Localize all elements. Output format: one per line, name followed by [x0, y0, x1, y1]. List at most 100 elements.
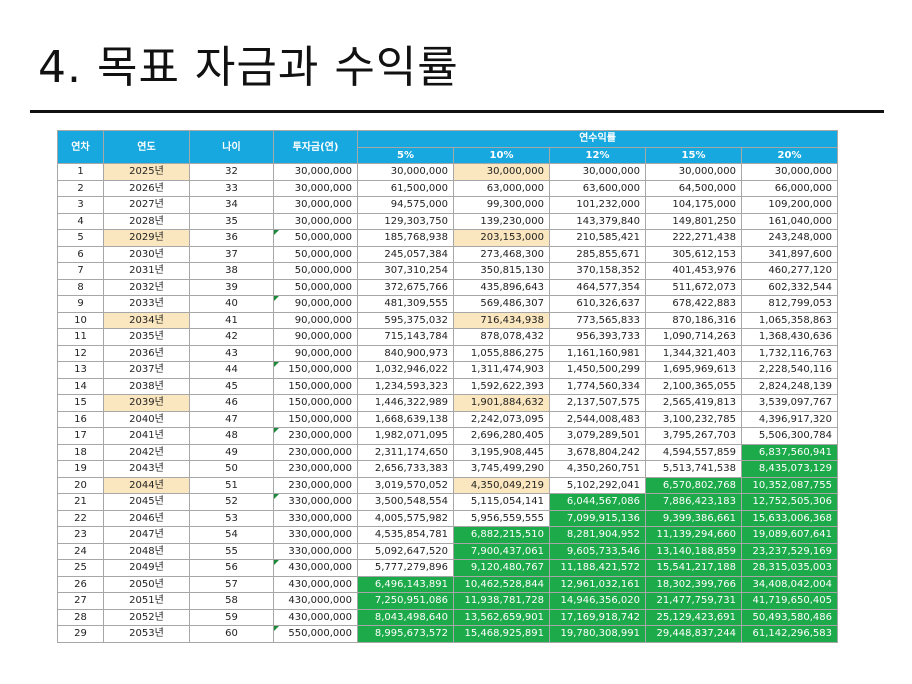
balance-cell: 129,303,750: [357, 212, 454, 230]
year-cell: 2031년: [103, 262, 190, 280]
table-row: 5 2029년 36 50,000,000 185,768,938 203,153,000…: [57, 229, 838, 247]
balance-cell: 30,000,000: [549, 163, 646, 181]
year-cell: 2047년: [103, 526, 190, 544]
header-rate-5: 5%: [357, 146, 454, 164]
table-row: 29 2053년 60 550,000,000 8,995,673,572 15,468,…: [57, 625, 838, 643]
balance-cell: 4,396,917,320: [741, 410, 838, 428]
year-cell: 2028년: [103, 212, 190, 230]
balance-cell: 50,493,580,486: [741, 608, 838, 626]
balance-cell: 30,000,000: [741, 163, 838, 181]
balance-cell: 1,695,969,613: [645, 361, 742, 379]
year-number-cell: 11: [57, 328, 104, 346]
year-cell: 2048년: [103, 542, 190, 560]
balance-cell: 716,434,938: [453, 311, 550, 329]
year-number-cell: 1: [57, 163, 104, 181]
year-cell: 2041년: [103, 427, 190, 445]
table-row: 8 2032년 39 50,000,000 372,675,766 435,896,643…: [57, 278, 838, 296]
table-row: 27 2051년 58 430,000,000 7,250,951,086 11,938,…: [57, 592, 838, 610]
balance-cell: 5,513,741,538: [645, 460, 742, 478]
balance-cell: 1,774,560,334: [549, 377, 646, 395]
return-table: 연차 연도 나이 투자금(연) 연수익률 5% 10% 12% 15% 20% …: [57, 130, 838, 643]
age-cell: 41: [189, 311, 274, 329]
balance-cell: 30,000,000: [357, 163, 454, 181]
balance-cell: 1,368,430,636: [741, 328, 838, 346]
balance-cell: 1,982,071,095: [357, 427, 454, 445]
age-cell: 45: [189, 377, 274, 395]
balance-cell: 203,153,000: [453, 229, 550, 247]
balance-cell: 2,544,008,483: [549, 410, 646, 428]
header-age: 나이: [189, 130, 274, 164]
table-row: 9 2033년 40 90,000,000 481,309,555 569,486,307…: [57, 295, 838, 313]
balance-cell: 7,250,951,086: [357, 592, 454, 610]
balance-cell: 7,886,423,183: [645, 493, 742, 511]
year-number-cell: 19: [57, 460, 104, 478]
year-number-cell: 22: [57, 509, 104, 527]
balance-cell: 2,228,540,116: [741, 361, 838, 379]
balance-cell: 63,600,000: [549, 179, 646, 197]
balance-cell: 101,232,000: [549, 196, 646, 214]
year-cell: 2027년: [103, 196, 190, 214]
header-rate-10: 10%: [453, 146, 550, 164]
balance-cell: 2,100,365,055: [645, 377, 742, 395]
table-row: 11 2035년 42 90,000,000 715,143,784 878,078,43…: [57, 328, 838, 346]
balance-cell: 870,186,316: [645, 311, 742, 329]
balance-cell: 9,605,733,546: [549, 542, 646, 560]
year-cell: 2049년: [103, 559, 190, 577]
age-cell: 36: [189, 229, 274, 247]
balance-cell: 21,477,759,731: [645, 592, 742, 610]
table-body: 1 2025년 32 30,000,000 30,000,000 30,000,000 30…: [57, 163, 838, 643]
year-number-cell: 23: [57, 526, 104, 544]
balance-cell: 602,332,544: [741, 278, 838, 296]
year-cell: 2036년: [103, 344, 190, 362]
year-number-cell: 12: [57, 344, 104, 362]
balance-cell: 401,453,976: [645, 262, 742, 280]
balance-cell: 3,079,289,501: [549, 427, 646, 445]
table-row: 19 2043년 50 230,000,000 2,656,733,383 3,745,4…: [57, 460, 838, 478]
balance-cell: 143,379,840: [549, 212, 646, 230]
balance-cell: 34,408,042,004: [741, 575, 838, 593]
investment-cell: 230,000,000: [273, 476, 358, 494]
title-underline: [30, 110, 884, 113]
investment-cell: 150,000,000: [273, 361, 358, 379]
investment-cell: 90,000,000: [273, 344, 358, 362]
year-cell: 2037년: [103, 361, 190, 379]
balance-cell: 4,594,557,859: [645, 443, 742, 461]
balance-cell: 94,575,000: [357, 196, 454, 214]
balance-cell: 11,188,421,572: [549, 559, 646, 577]
balance-cell: 3,100,232,785: [645, 410, 742, 428]
investment-cell: 30,000,000: [273, 179, 358, 197]
year-number-cell: 5: [57, 229, 104, 247]
balance-cell: 4,535,854,781: [357, 526, 454, 544]
year-cell: 2038년: [103, 377, 190, 395]
balance-cell: 9,120,480,767: [453, 559, 550, 577]
table-row: 23 2047년 54 330,000,000 4,535,854,781 6,882,2…: [57, 526, 838, 544]
age-cell: 38: [189, 262, 274, 280]
balance-cell: 460,277,120: [741, 262, 838, 280]
balance-cell: 19,780,308,991: [549, 625, 646, 643]
balance-cell: 3,678,804,242: [549, 443, 646, 461]
balance-cell: 1,668,639,138: [357, 410, 454, 428]
balance-cell: 341,897,600: [741, 245, 838, 263]
balance-cell: 2,311,174,650: [357, 443, 454, 461]
age-cell: 44: [189, 361, 274, 379]
investment-cell: 230,000,000: [273, 460, 358, 478]
balance-cell: 1,901,884,632: [453, 394, 550, 412]
year-cell: 2032년: [103, 278, 190, 296]
age-cell: 59: [189, 608, 274, 626]
year-number-cell: 6: [57, 245, 104, 263]
year-cell: 2040년: [103, 410, 190, 428]
balance-cell: 1,032,946,022: [357, 361, 454, 379]
balance-cell: 243,248,000: [741, 229, 838, 247]
balance-cell: 210,585,421: [549, 229, 646, 247]
header-rate-12: 12%: [549, 146, 646, 164]
year-number-cell: 18: [57, 443, 104, 461]
age-cell: 32: [189, 163, 274, 181]
age-cell: 50: [189, 460, 274, 478]
balance-cell: 8,995,673,572: [357, 625, 454, 643]
balance-cell: 9,399,386,661: [645, 509, 742, 527]
table-row: 21 2045년 52 330,000,000 3,500,548,554 5,115,0…: [57, 493, 838, 511]
balance-cell: 161,040,000: [741, 212, 838, 230]
balance-cell: 5,115,054,141: [453, 493, 550, 511]
balance-cell: 1,311,474,903: [453, 361, 550, 379]
year-number-cell: 21: [57, 493, 104, 511]
